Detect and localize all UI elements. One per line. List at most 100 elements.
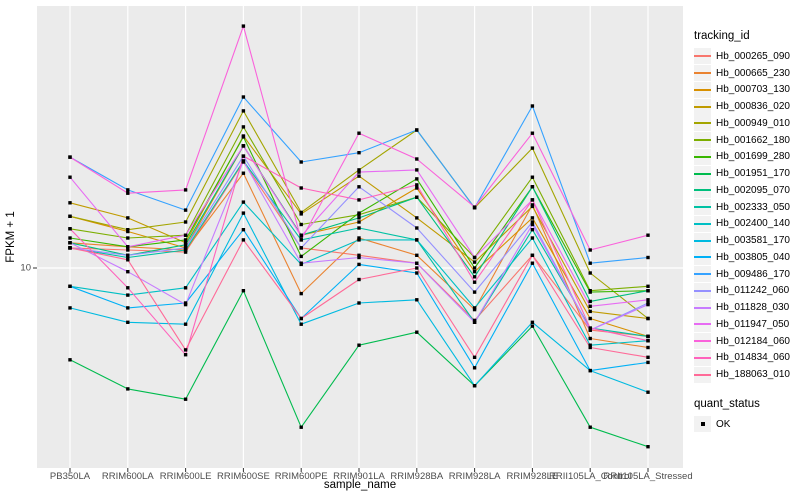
- data-point: [472, 275, 477, 279]
- data-point: [588, 290, 592, 294]
- data-point: [472, 320, 477, 324]
- data-point: [646, 360, 650, 365]
- data-point: [530, 185, 535, 189]
- data-point: [588, 316, 592, 321]
- legend-item-label: Hb_001662_180: [716, 134, 790, 146]
- legend-key-box: [694, 81, 711, 98]
- x-tick-label: RRIM600LA: [101, 471, 154, 482]
- legend-key-box: [694, 299, 711, 316]
- data-point: [183, 220, 188, 224]
- data-point: [299, 322, 303, 326]
- x-tick-label: RRIM600LE: [159, 471, 212, 482]
- data-point: [530, 261, 535, 265]
- data-point: [183, 248, 188, 252]
- data-point: [472, 205, 477, 209]
- line-swatch-icon: [694, 72, 711, 75]
- data-point: [126, 253, 130, 257]
- data-point: [588, 304, 592, 308]
- data-point: [126, 258, 130, 262]
- legend-item-label: Hb_188063_010: [716, 369, 790, 381]
- data-point: [299, 160, 303, 164]
- legend-key-box: [694, 65, 711, 82]
- legend-item-Hb_001699_280: Hb_001699_280: [694, 148, 800, 166]
- legend-item-label: Hb_011828_030: [716, 302, 790, 314]
- legend-item-label: Hb_012184_060: [716, 335, 790, 347]
- data-point: [646, 345, 650, 350]
- data-point: [472, 306, 477, 310]
- data-point: [646, 298, 650, 302]
- data-point: [415, 183, 419, 187]
- data-point: [357, 255, 361, 260]
- line-swatch-icon: [694, 340, 711, 343]
- data-point: [183, 241, 188, 245]
- line-swatch-icon: [694, 273, 711, 276]
- data-point: [126, 228, 130, 232]
- data-point: [126, 245, 130, 249]
- legend-key-box: [694, 416, 711, 433]
- legend-item-Hb_002095_070: Hb_002095_070: [694, 182, 800, 199]
- data-point: [68, 246, 72, 250]
- data-point: [415, 128, 419, 132]
- data-point: [646, 302, 650, 307]
- data-point: [472, 280, 477, 284]
- data-point: [588, 328, 592, 332]
- legend-item-Hb_011828_030: Hb_011828_030: [694, 299, 800, 316]
- data-point: [126, 229, 130, 234]
- data-point: [183, 233, 188, 237]
- data-point: [357, 277, 361, 282]
- data-point: [357, 216, 361, 220]
- legend-item-label: Hb_001699_280: [716, 151, 790, 163]
- data-point: [68, 358, 72, 362]
- data-point: [415, 266, 419, 270]
- legend-item-label: Hb_002333_050: [716, 201, 790, 213]
- data-point: [357, 168, 361, 172]
- line-swatch-icon: [694, 239, 711, 242]
- line-swatch-icon: [694, 105, 711, 108]
- legend-item-Hb_012184_060: Hb_012184_060: [694, 333, 800, 350]
- legend-key-box: [694, 316, 711, 333]
- data-point: [299, 316, 303, 321]
- data-point: [357, 170, 361, 174]
- data-point: [183, 348, 188, 352]
- legend-key-box: [694, 349, 711, 366]
- x-tick-label: RRIM901LA: [333, 471, 385, 482]
- line-swatch-icon: [694, 189, 711, 192]
- data-point: [68, 201, 72, 205]
- legend-key-box: [694, 115, 711, 132]
- data-point: [357, 238, 361, 242]
- legend-key-box: [694, 199, 711, 216]
- data-point: [299, 210, 303, 215]
- legend-item-Hb_014834_060: Hb_014834_060: [694, 349, 800, 367]
- data-point: [183, 243, 188, 247]
- data-point: [183, 250, 188, 254]
- data-point: [299, 291, 303, 296]
- legend-key-box: [694, 232, 711, 249]
- data-point: [183, 188, 188, 192]
- data-point: [357, 343, 361, 347]
- data-point: [126, 191, 130, 195]
- data-point: [357, 220, 361, 224]
- data-point: [415, 253, 419, 257]
- data-point: [415, 298, 419, 302]
- data-point: [530, 320, 535, 324]
- data-point: [415, 330, 419, 334]
- legend-item-Hb_011242_060: Hb_011242_060: [694, 282, 800, 300]
- legend-item-Hb_000836_020: Hb_000836_020: [694, 98, 800, 115]
- data-point: [530, 324, 535, 328]
- data-point: [126, 188, 130, 192]
- legend-item-label: Hb_000265_090: [716, 50, 790, 62]
- x-tick-label: RRII105LA_Stressed: [603, 471, 693, 482]
- legend-item-label: Hb_002095_070: [716, 184, 790, 196]
- data-point: [241, 238, 246, 242]
- filled-square-marker-icon: [700, 422, 705, 427]
- data-point: [357, 211, 361, 215]
- x-axis-title: sample_name: [323, 479, 397, 491]
- data-point: [530, 228, 535, 232]
- data-point: [241, 135, 246, 139]
- legend-item-label: Hb_001951_170: [716, 168, 790, 180]
- line-swatch-icon: [694, 256, 711, 259]
- data-point: [415, 271, 419, 275]
- data-point: [241, 289, 246, 293]
